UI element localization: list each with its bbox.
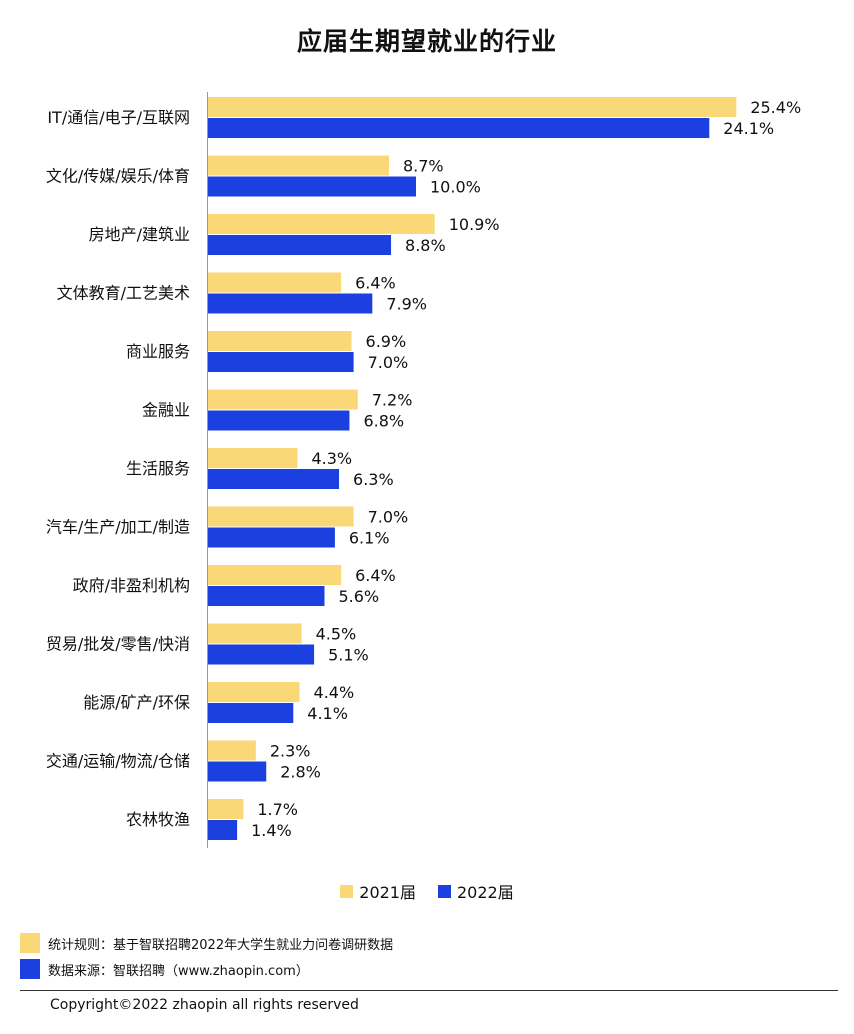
bar-2021 xyxy=(208,623,302,644)
data-label-2022: 4.1% xyxy=(307,704,348,723)
bar-2022 xyxy=(208,586,325,606)
bar-2022 xyxy=(208,820,238,840)
legend-item-2021: 2021届 xyxy=(340,879,416,903)
bar-2022 xyxy=(208,293,373,314)
data-label-2021: 25.4% xyxy=(750,98,801,117)
bar-2022 xyxy=(208,761,267,782)
data-label-2022: 6.8% xyxy=(363,412,404,431)
data-label-2022: 2.8% xyxy=(280,763,321,782)
data-label-2021: 4.4% xyxy=(314,683,355,702)
category-label: 房地产/建筑业 xyxy=(89,225,190,244)
data-label-2022: 5.6% xyxy=(338,587,379,606)
bar-2022 xyxy=(208,176,416,197)
bar-2022 xyxy=(208,469,340,489)
data-label-2022: 10.0% xyxy=(430,178,481,197)
bar-2022 xyxy=(208,352,354,372)
bar-2021 xyxy=(208,740,256,761)
bar-2021 xyxy=(208,97,737,117)
data-label-2022: 6.1% xyxy=(349,529,390,548)
bar-2021 xyxy=(208,448,298,468)
data-label-2022: 6.3% xyxy=(353,470,394,489)
data-label-2022: 7.9% xyxy=(386,295,427,314)
bar-2021 xyxy=(208,214,435,234)
copyright: Copyright©2022 zhaopin all rights reserv… xyxy=(50,997,359,1013)
bar-2021 xyxy=(208,155,389,176)
category-label: 文体教育/工艺美术 xyxy=(57,284,190,303)
category-label: 交通/运输/物流/仓储 xyxy=(46,752,190,771)
category-label: 汽车/生产/加工/制造 xyxy=(46,518,190,537)
category-label: 生活服务 xyxy=(126,459,190,478)
legend-swatch-2021 xyxy=(340,884,354,898)
category-label: 政府/非盈利机构 xyxy=(73,576,190,595)
bar-2022 xyxy=(208,703,294,723)
note-rule-swatch xyxy=(20,933,40,953)
data-label-2021: 8.7% xyxy=(403,157,444,176)
footer-divider xyxy=(20,990,838,991)
bar-2021 xyxy=(208,565,342,585)
category-label: 金融业 xyxy=(142,401,190,420)
bar-2021 xyxy=(208,682,300,702)
data-label-2021: 6.9% xyxy=(366,332,407,351)
bar-2021 xyxy=(208,389,358,410)
bar-2022 xyxy=(208,644,315,665)
bar-2021 xyxy=(208,506,354,527)
data-label-2021: 4.3% xyxy=(311,449,352,468)
category-label: 贸易/批发/零售/快消 xyxy=(46,635,190,654)
data-label-2021: 7.0% xyxy=(368,508,409,527)
category-label: 文化/传媒/娱乐/体育 xyxy=(46,167,190,186)
category-label: 农林牧渔 xyxy=(126,810,190,829)
bar-chart: IT/通信/电子/互联网 25.4% 24.1% 文化/传媒/娱乐/体育 8.7% 10.… xyxy=(46,92,801,848)
data-label-2021: 10.9% xyxy=(449,215,500,234)
category-label: 能源/矿产/环保 xyxy=(83,693,190,712)
data-label-2022: 8.8% xyxy=(405,236,446,255)
data-label-2022: 5.1% xyxy=(328,646,369,665)
data-label-2022: 7.0% xyxy=(368,353,409,372)
data-label-2021: 7.2% xyxy=(372,391,413,410)
chart-title: 应届生期望就业的行业 xyxy=(296,27,557,56)
bar-2022 xyxy=(208,118,710,138)
note-rule-text: 统计规则：基于智联招聘2022年大学生就业力问卷调研数据 xyxy=(48,937,394,953)
note-source: 数据来源：智联招聘（www.zhaopin.com） xyxy=(20,958,393,980)
data-label-2021: 2.3% xyxy=(270,742,311,761)
legend: 2021届 2022届 xyxy=(0,879,854,903)
data-label-2021: 4.5% xyxy=(316,625,357,644)
data-label-2022: 1.4% xyxy=(251,821,292,840)
data-label-2021: 1.7% xyxy=(257,800,298,819)
notes: 统计规则：基于智联招聘2022年大学生就业力问卷调研数据 数据来源：智联招聘（w… xyxy=(20,932,393,984)
category-label: 商业服务 xyxy=(126,342,190,361)
bar-2021 xyxy=(208,272,342,293)
data-label-2021: 6.4% xyxy=(355,566,396,585)
legend-swatch-2022 xyxy=(438,884,451,898)
data-label-2022: 24.1% xyxy=(723,119,774,138)
bar-2021 xyxy=(208,331,352,351)
bar-2022 xyxy=(208,527,335,548)
bar-2021 xyxy=(208,799,244,819)
legend-label-2022: 2022届 xyxy=(457,883,514,902)
note-source-text: 数据来源：智联招聘（www.zhaopin.com） xyxy=(48,963,309,979)
bar-2022 xyxy=(208,410,350,431)
data-label-2021: 6.4% xyxy=(355,274,396,293)
legend-item-2022: 2022届 xyxy=(438,879,514,903)
bar-2022 xyxy=(208,235,392,255)
legend-label-2021: 2021届 xyxy=(359,883,416,902)
note-source-swatch xyxy=(20,959,40,979)
category-label: IT/通信/电子/互联网 xyxy=(47,108,190,127)
note-rule: 统计规则：基于智联招聘2022年大学生就业力问卷调研数据 xyxy=(20,932,393,954)
